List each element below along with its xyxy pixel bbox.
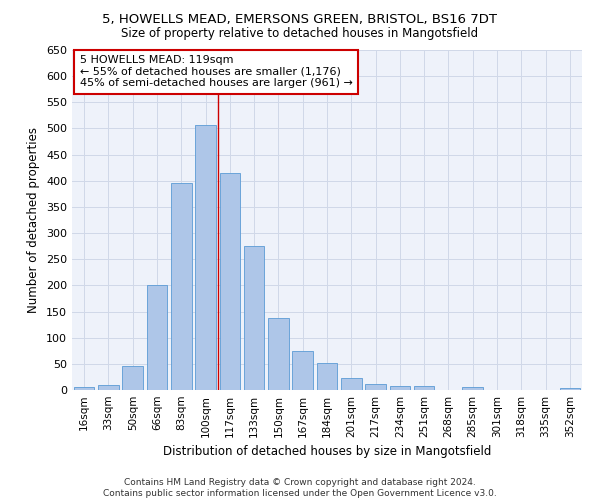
Bar: [74, 388, 94, 390]
Bar: [389, 386, 410, 390]
Text: Size of property relative to detached houses in Mangotsfield: Size of property relative to detached ho…: [121, 28, 479, 40]
Bar: [268, 318, 289, 390]
Bar: [171, 184, 191, 390]
Bar: [122, 366, 143, 390]
Bar: [244, 246, 265, 390]
Bar: [341, 378, 362, 390]
Text: 5 HOWELLS MEAD: 119sqm
← 55% of detached houses are smaller (1,176)
45% of semi-: 5 HOWELLS MEAD: 119sqm ← 55% of detached…: [80, 55, 353, 88]
X-axis label: Distribution of detached houses by size in Mangotsfield: Distribution of detached houses by size …: [163, 446, 491, 458]
Bar: [292, 351, 313, 390]
Bar: [146, 286, 167, 390]
Text: 5, HOWELLS MEAD, EMERSONS GREEN, BRISTOL, BS16 7DT: 5, HOWELLS MEAD, EMERSONS GREEN, BRISTOL…: [103, 12, 497, 26]
Bar: [195, 125, 216, 390]
Bar: [463, 388, 483, 390]
Bar: [414, 386, 434, 390]
Bar: [365, 384, 386, 390]
Bar: [317, 363, 337, 390]
Bar: [560, 388, 580, 390]
Text: Contains HM Land Registry data © Crown copyright and database right 2024.
Contai: Contains HM Land Registry data © Crown c…: [103, 478, 497, 498]
Bar: [98, 385, 119, 390]
Y-axis label: Number of detached properties: Number of detached properties: [28, 127, 40, 313]
Bar: [220, 173, 240, 390]
